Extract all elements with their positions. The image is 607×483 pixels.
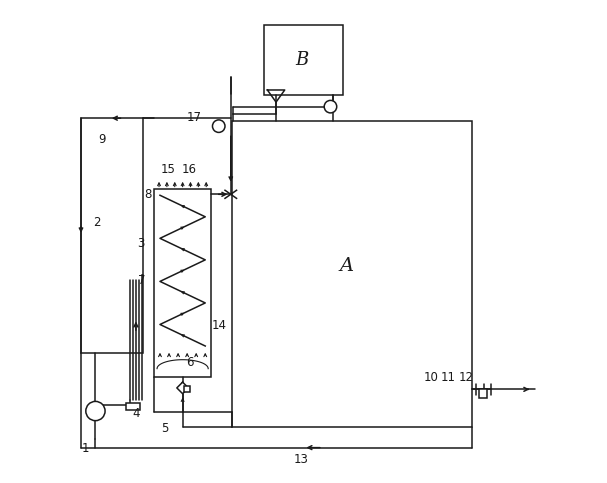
Text: 4: 4 bbox=[132, 408, 140, 420]
Text: 7: 7 bbox=[138, 274, 146, 287]
Circle shape bbox=[324, 100, 337, 113]
Circle shape bbox=[212, 120, 225, 132]
Text: 9: 9 bbox=[98, 133, 106, 146]
Text: 13: 13 bbox=[293, 453, 308, 466]
Text: 3: 3 bbox=[137, 238, 144, 250]
Bar bbox=[184, 385, 191, 392]
Text: 8: 8 bbox=[144, 188, 152, 201]
Text: 10: 10 bbox=[423, 371, 438, 384]
Text: 15: 15 bbox=[160, 163, 175, 176]
Text: 1: 1 bbox=[81, 442, 89, 455]
Text: 5: 5 bbox=[161, 422, 169, 435]
Text: B: B bbox=[296, 51, 309, 69]
Text: 11: 11 bbox=[441, 371, 455, 384]
Circle shape bbox=[86, 401, 105, 421]
Text: 6: 6 bbox=[186, 356, 194, 369]
Bar bbox=[479, 389, 487, 398]
Bar bbox=[232, 121, 472, 427]
Text: 16: 16 bbox=[181, 163, 197, 176]
Text: 2: 2 bbox=[93, 216, 101, 229]
Bar bbox=[264, 25, 344, 95]
Bar bbox=[126, 403, 140, 410]
Bar bbox=[81, 118, 143, 353]
Text: A: A bbox=[340, 256, 354, 274]
Bar bbox=[154, 189, 211, 377]
Text: 14: 14 bbox=[212, 319, 227, 332]
Text: 17: 17 bbox=[186, 111, 201, 124]
Text: 12: 12 bbox=[459, 371, 474, 384]
